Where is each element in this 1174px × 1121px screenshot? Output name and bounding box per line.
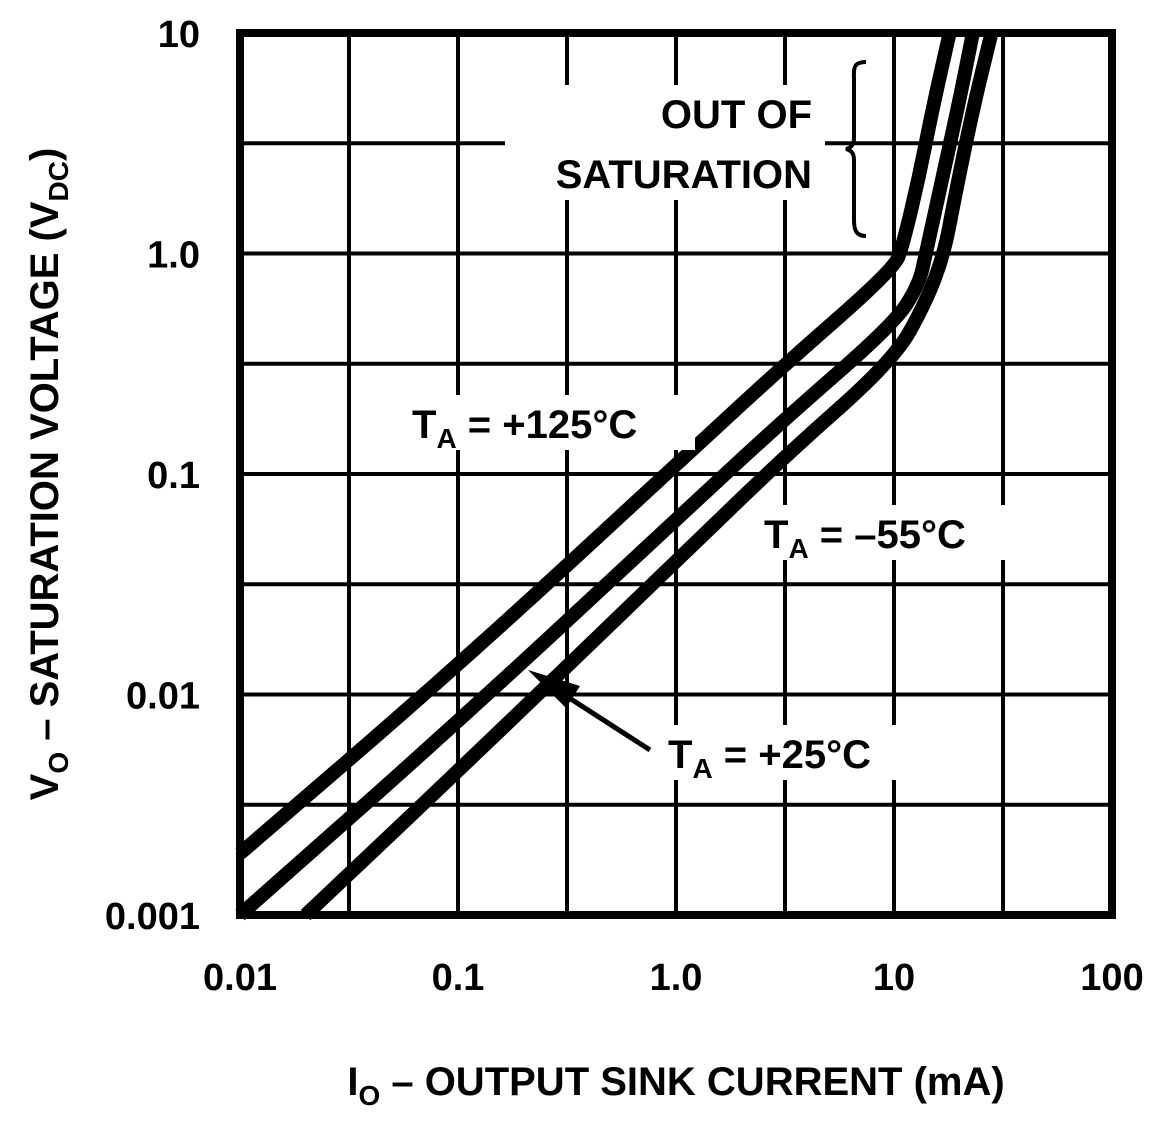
y-axis-label: VO – SATURATION VOLTAGE (VDC) [23, 148, 74, 801]
brace-icon [845, 60, 867, 238]
label-ta-m55: TA = –55°C [764, 513, 966, 564]
x-tick-label: 1.0 [650, 957, 703, 999]
label-ta-125: TA = +125°C [412, 403, 637, 454]
series-line-2 [300, 31, 999, 921]
y-tick-label: 0.01 [126, 676, 200, 718]
x-tick-label: 100 [1080, 957, 1143, 999]
y-tick-labels: 0.001 0.01 0.1 1.0 10 [105, 14, 200, 938]
arrow-head-icon [528, 670, 580, 708]
x-tick-label: 10 [873, 957, 915, 999]
annotation-bg [505, 85, 825, 200]
curves [235, 31, 999, 921]
label-bg-m55 [755, 505, 1010, 560]
plot-frame [236, 29, 1116, 919]
y-tick-label: 0.001 [105, 896, 200, 938]
label-bg-125 [405, 395, 695, 450]
out-of-saturation-line1: OUT OF [661, 93, 812, 137]
x-axis-label: IO – OUTPUT SINK CURRENT (mA) [347, 1060, 1004, 1111]
x-tick-label: 0.01 [203, 957, 277, 999]
x-tick-label: 0.1 [432, 957, 485, 999]
label-bg-25 [660, 725, 910, 780]
label-ta-25: TA = +25°C [668, 733, 871, 784]
arrow-line [558, 689, 652, 753]
y-tick-label: 10 [158, 14, 200, 56]
y-tick-label: 0.1 [147, 455, 200, 497]
series-line-0 [235, 31, 957, 859]
series-line-1 [235, 31, 980, 921]
y-tick-label: 1.0 [147, 235, 200, 277]
x-tick-labels: 0.01 0.1 1.0 10 100 [203, 957, 1144, 999]
out-of-saturation-line2: SATURATION [556, 153, 812, 197]
